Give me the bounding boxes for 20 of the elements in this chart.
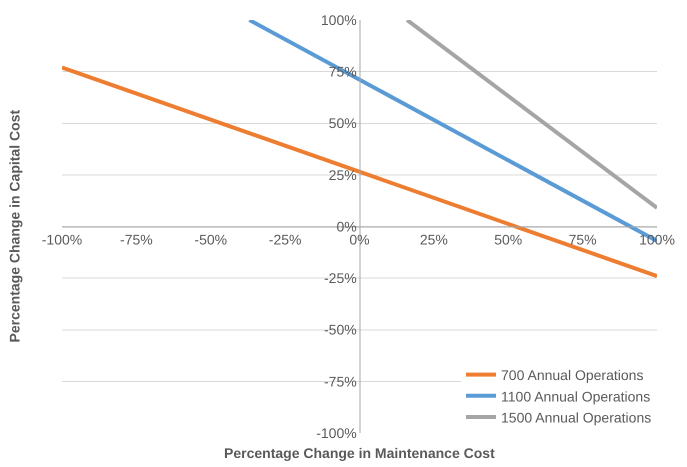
x-tick-label: 25% — [420, 231, 448, 248]
y-tick-label: -25% — [324, 270, 357, 286]
y-tick-label: -100% — [316, 424, 357, 441]
y-tick-label: 100% — [320, 12, 357, 28]
y-axis-title: Percentage Change in Capital Cost — [6, 110, 22, 342]
x-tick-label: -100% — [42, 231, 82, 248]
y-tick-label: 50% — [328, 115, 357, 132]
x-tick-label: 100% — [639, 231, 675, 248]
legend-label: 1500 Annual Operations — [501, 409, 652, 426]
legend-label: 700 Annual Operations — [501, 367, 644, 384]
legend-label: 1100 Annual Operations — [501, 388, 650, 404]
x-axis-title: Percentage Change in Maintenance Cost — [224, 445, 496, 461]
y-tick-label: 25% — [328, 166, 357, 183]
x-tick-label: -25% — [268, 231, 302, 248]
x-tick-label: -75% — [120, 231, 153, 248]
y-tick-label: -50% — [324, 322, 357, 338]
x-tick-label: 75% — [568, 231, 597, 248]
x-tick-label: 50% — [494, 231, 522, 248]
x-tick-label: -50% — [194, 231, 228, 248]
y-tick-label: -75% — [324, 373, 357, 390]
